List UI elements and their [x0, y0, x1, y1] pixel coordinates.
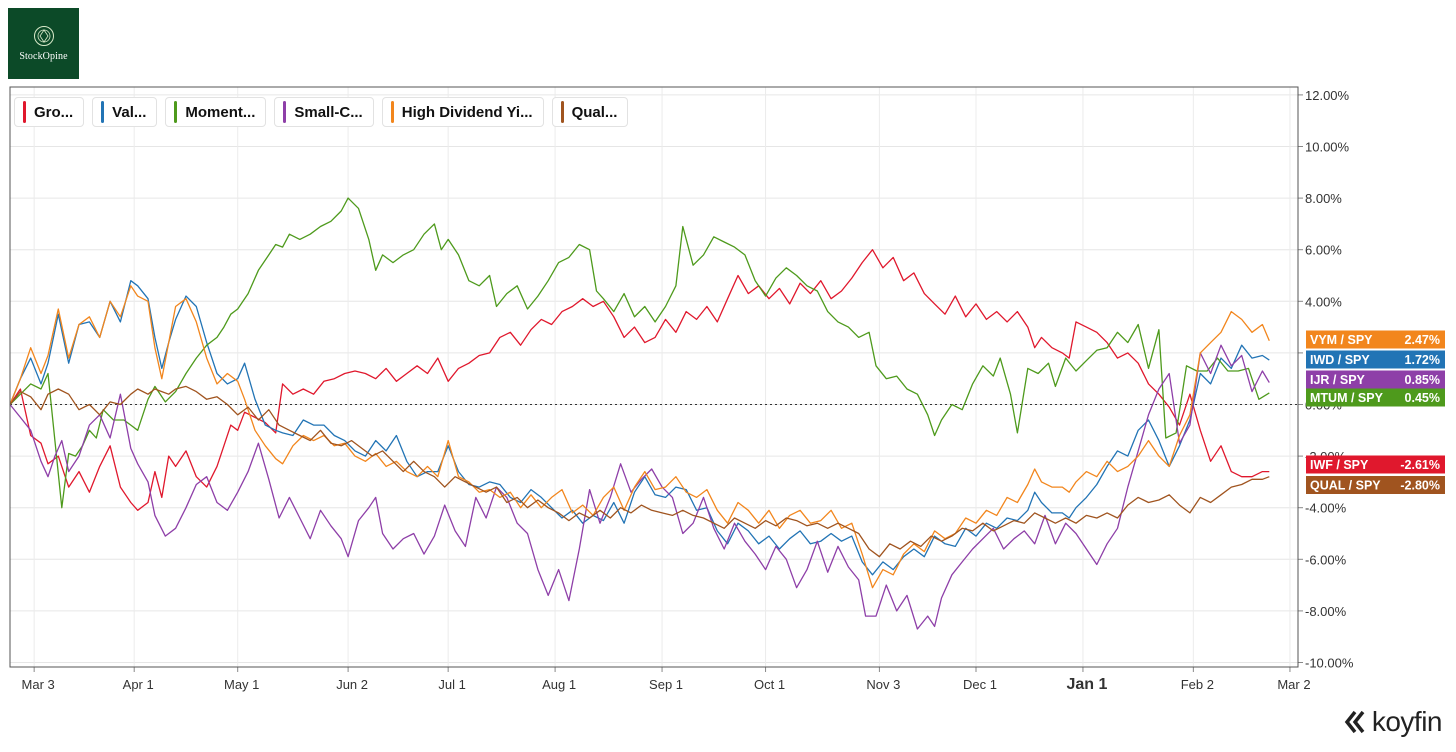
- end-label-bg: [1306, 455, 1445, 474]
- end-value-labels: IWF / SPY -2.61% IWD / SPY 1.72% MTUM / SPY 0…: [1306, 330, 1445, 494]
- x-tick-label: Sep 1: [649, 677, 683, 692]
- x-tick-label: Oct 1: [754, 677, 785, 692]
- y-tick-label: -10.00%: [1305, 656, 1354, 671]
- legend-swatch: [174, 101, 178, 123]
- x-tick-label: Apr 1: [123, 677, 154, 692]
- end-label-value: 1.72%: [1405, 353, 1440, 367]
- legend-item-0[interactable]: Gro...: [14, 97, 85, 127]
- end-label-ticker: IWF / SPY: [1310, 458, 1369, 472]
- end-label-value: 0.45%: [1405, 391, 1440, 405]
- x-tick-label: Nov 3: [866, 677, 900, 692]
- series-line-5: [9, 385, 1270, 558]
- legend-swatch: [23, 101, 26, 123]
- legend-swatch: [560, 101, 564, 123]
- logo-emblem-icon: [33, 26, 54, 46]
- legend-swatch: [283, 101, 287, 123]
- end-label-bg: [1306, 370, 1445, 389]
- chart-series: [9, 197, 1270, 630]
- end-label-value: 0.85%: [1405, 373, 1440, 387]
- chart-axes: 12.00% 10.00% 8.00% 6.00% 4.00% -4.00% -6.00% -…: [9, 86, 1354, 693]
- koyfin-brand: koyfin: [1343, 706, 1443, 738]
- logo-text: StockOpine: [19, 51, 68, 62]
- legend-item-2[interactable]: Moment...: [165, 97, 267, 127]
- y-tick-label: 8.00%: [1305, 191, 1342, 206]
- series-line-4: [9, 285, 1270, 589]
- y-tick-label: -8.00%: [1305, 604, 1347, 619]
- end-label-ticker: VYM / SPY: [1310, 333, 1373, 347]
- legend-swatch: [390, 101, 394, 123]
- plot-frame: [9, 86, 1299, 668]
- legend-label: Small-C...: [294, 103, 363, 121]
- legend-item-5[interactable]: Qual...: [551, 97, 629, 127]
- end-label-bg: [1306, 388, 1445, 407]
- y-tick-label: -6.00%: [1305, 552, 1347, 567]
- legend-label: Val...: [112, 103, 147, 121]
- x-tick-label: Aug 1: [542, 677, 576, 692]
- y-tick-label: 12.00%: [1305, 88, 1350, 103]
- end-label-ticker: IWD / SPY: [1310, 353, 1370, 367]
- end-label-value: -2.80%: [1400, 479, 1440, 493]
- end-label-2: MTUM / SPY 0.45%: [1306, 388, 1445, 407]
- legend-label: High Dividend Yi...: [401, 103, 533, 121]
- end-label-1: IWD / SPY 1.72%: [1306, 350, 1445, 369]
- end-label-ticker: QUAL / SPY: [1310, 479, 1381, 493]
- x-tick-label: Jan 1: [1066, 676, 1107, 693]
- koyfin-logo-icon: [1344, 710, 1365, 734]
- end-label-0: IWF / SPY -2.61%: [1306, 455, 1445, 474]
- x-tick-label: May 1: [224, 677, 259, 692]
- end-label-value: -2.61%: [1400, 458, 1440, 472]
- legend-item-3[interactable]: Small-C...: [274, 97, 374, 127]
- legend-label: Gro...: [34, 103, 74, 121]
- chart-grid: [10, 87, 1298, 667]
- series-line-0: [9, 249, 1270, 511]
- chart-legend: Gro... Val... Moment... Small-C... High Divi…: [14, 97, 629, 127]
- series-line-3: [9, 344, 1270, 630]
- legend-swatch: [101, 101, 105, 123]
- x-tick-label: Mar 2: [1277, 677, 1310, 692]
- series-line-2: [9, 197, 1270, 509]
- x-tick-label: Dec 1: [963, 677, 997, 692]
- y-tick-label: 6.00%: [1305, 243, 1342, 258]
- end-label-5: QUAL / SPY -2.80%: [1306, 476, 1445, 494]
- end-label-bg: [1306, 330, 1445, 349]
- end-label-value: 2.47%: [1405, 333, 1440, 347]
- y-tick-label: 4.00%: [1305, 294, 1342, 309]
- end-label-bg: [1306, 350, 1445, 369]
- x-tick-label: Jun 2: [336, 677, 368, 692]
- x-tick-label: Mar 3: [22, 677, 55, 692]
- end-label-ticker: IJR / SPY: [1310, 373, 1366, 387]
- y-tick-label: 10.00%: [1305, 140, 1350, 155]
- stockopine-logo: StockOpine: [8, 8, 79, 79]
- x-tick-label: Jul 1: [438, 677, 465, 692]
- end-label-ticker: MTUM / SPY: [1310, 391, 1384, 405]
- x-tick-label: Feb 2: [1181, 677, 1214, 692]
- brand-text: koyfin: [1371, 706, 1443, 737]
- end-label-4: VYM / SPY 2.47%: [1306, 330, 1445, 349]
- legend-item-1[interactable]: Val...: [92, 97, 158, 127]
- series-line-1: [9, 280, 1270, 576]
- legend-item-4[interactable]: High Dividend Yi...: [381, 97, 544, 127]
- legend-label: Qual...: [571, 103, 618, 121]
- legend-label: Moment...: [185, 103, 256, 121]
- end-label-bg: [1306, 476, 1445, 494]
- y-tick-label: -4.00%: [1305, 501, 1347, 516]
- end-label-3: IJR / SPY 0.85%: [1306, 370, 1445, 389]
